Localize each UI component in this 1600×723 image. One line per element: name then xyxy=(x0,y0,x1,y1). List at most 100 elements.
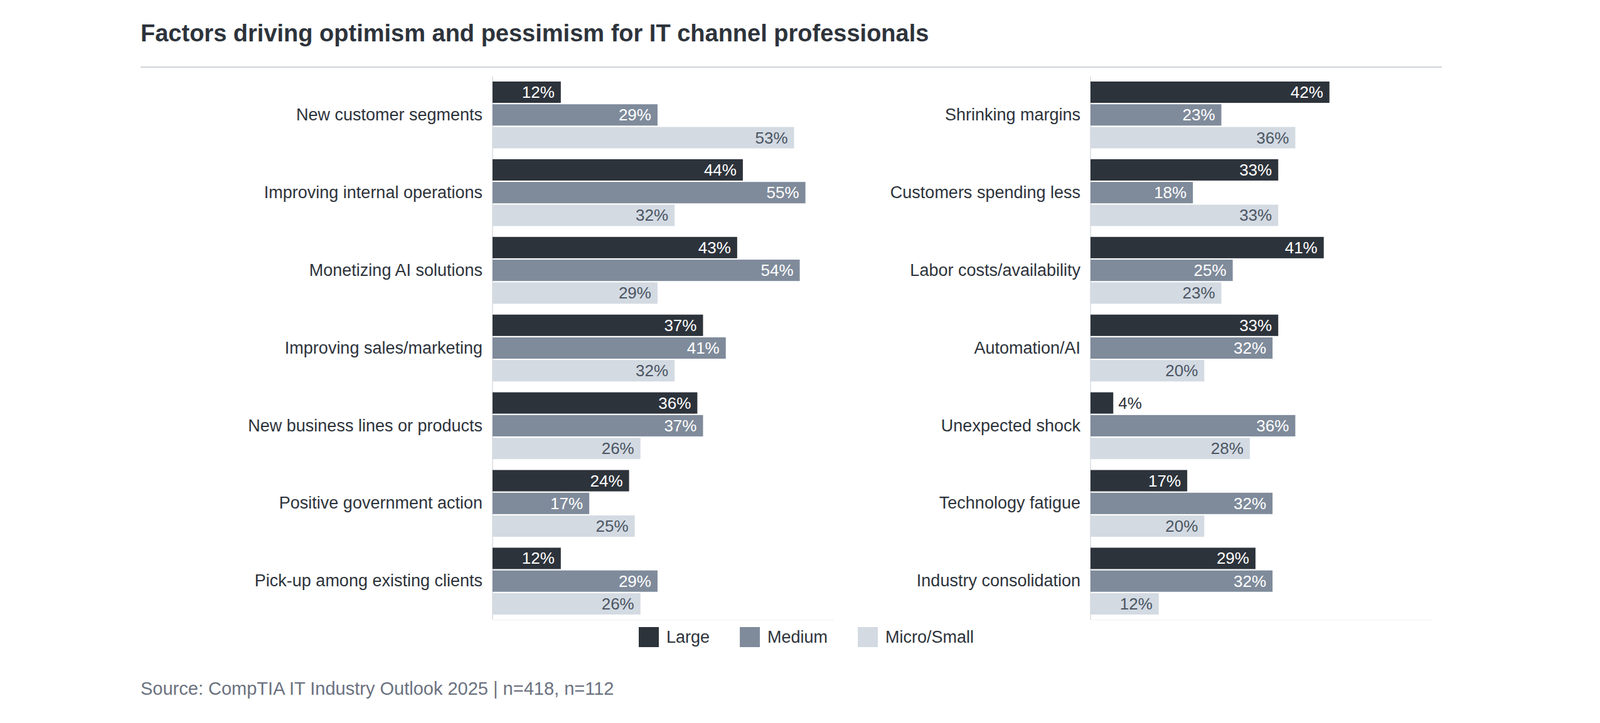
category-label: Industry consolidation xyxy=(916,571,1081,591)
data-label: 23% xyxy=(1182,105,1215,125)
bar xyxy=(492,515,635,538)
panel: Shrinking marginsCustomers spending less… xyxy=(890,76,1433,621)
data-label: 4% xyxy=(1118,394,1142,413)
data-label: 36% xyxy=(1256,128,1289,148)
y-tick: Industry consolidation xyxy=(916,571,1081,591)
data-label: 29% xyxy=(618,105,652,125)
bar xyxy=(492,181,806,204)
legend-swatch xyxy=(857,627,878,648)
data-label: 43% xyxy=(698,238,731,258)
bar xyxy=(1090,493,1273,515)
bar xyxy=(492,437,641,460)
y-axis: New customer segmentsImproving internal … xyxy=(247,76,493,620)
chart-root: Factors driving optimism and pessimism f… xyxy=(0,0,1600,723)
category-label: Pick-up among existing clients xyxy=(254,571,483,591)
data-label: 24% xyxy=(590,471,624,491)
data-label: 29% xyxy=(618,572,652,592)
data-label: 25% xyxy=(596,517,629,536)
y-tick: Positive government action xyxy=(279,493,483,513)
y-axis: Shrinking marginsCustomers spending less… xyxy=(890,76,1091,620)
data-labels: 12%44%43%37%36%24%12%29%55%54%41%37%17%2… xyxy=(522,82,800,614)
legend-swatch xyxy=(638,627,659,648)
bar xyxy=(492,104,658,126)
data-label: 26% xyxy=(601,439,635,459)
data-label: 36% xyxy=(658,394,691,413)
bar xyxy=(492,159,743,181)
category-label: New customer segments xyxy=(296,105,483,125)
bar xyxy=(492,493,590,515)
bar xyxy=(1090,337,1273,359)
category-label: Shrinking margins xyxy=(944,105,1081,125)
y-tick: Automation/AI xyxy=(973,338,1081,358)
category-label: Labor costs/availability xyxy=(909,261,1081,280)
bar xyxy=(1090,392,1114,415)
data-label: 32% xyxy=(1233,338,1267,358)
category-label: Automation/AI xyxy=(973,338,1081,358)
data-label: 32% xyxy=(1233,572,1267,592)
data-label: 12% xyxy=(522,82,555,102)
bar xyxy=(1090,181,1193,204)
data-label: 33% xyxy=(1239,160,1272,180)
data-label: 26% xyxy=(601,594,635,614)
x-axis-line xyxy=(493,619,835,621)
legend-label: Medium xyxy=(767,628,828,647)
source-note: Source: CompTIA IT Industry Outlook 2025… xyxy=(140,678,614,699)
data-label: 33% xyxy=(1239,316,1272,336)
data-label: 20% xyxy=(1165,517,1198,536)
bar xyxy=(1090,415,1296,437)
data-label: 44% xyxy=(704,160,737,180)
category-label: Positive government action xyxy=(279,493,483,513)
bar xyxy=(1090,259,1233,282)
y-tick: Improving sales/marketing xyxy=(284,338,483,358)
data-label: 42% xyxy=(1290,82,1324,102)
bar xyxy=(1090,159,1279,181)
bar xyxy=(492,470,630,492)
data-label: 17% xyxy=(550,494,583,514)
title-rule xyxy=(140,66,1442,68)
bars xyxy=(492,81,806,615)
y-tick: Monetizing AI solutions xyxy=(309,261,483,280)
bar xyxy=(492,81,561,103)
data-label: 55% xyxy=(766,183,800,203)
bar xyxy=(1090,547,1256,570)
y-tick: Technology fatigue xyxy=(939,493,1081,513)
y-tick: New customer segments xyxy=(296,105,483,125)
data-label: 28% xyxy=(1210,439,1244,459)
data-label: 32% xyxy=(635,361,669,381)
bars xyxy=(1090,81,1330,615)
panel: New customer segmentsImproving internal … xyxy=(247,76,834,621)
legend-swatch xyxy=(739,627,760,648)
bar xyxy=(492,126,795,149)
category-label: Monetizing AI solutions xyxy=(309,261,483,280)
data-label: 32% xyxy=(635,205,669,225)
data-label: 12% xyxy=(522,549,555,568)
data-label: 33% xyxy=(1239,205,1272,225)
bar xyxy=(492,259,800,282)
bar xyxy=(1090,593,1159,615)
x-axis-line xyxy=(1091,619,1433,621)
data-label: 41% xyxy=(687,338,720,358)
bar xyxy=(1090,237,1324,259)
chart-title: Factors driving optimism and pessimism f… xyxy=(140,20,929,47)
bar xyxy=(1090,515,1205,538)
y-tick: Shrinking margins xyxy=(944,105,1081,125)
bar xyxy=(492,237,738,259)
bar xyxy=(1090,470,1188,492)
data-label: 17% xyxy=(1148,471,1181,491)
data-label: 18% xyxy=(1153,183,1187,203)
data-label: 12% xyxy=(1120,594,1153,614)
data-labels: 42%33%41%33%4%17%29%23%18%25%32%36%32%32… xyxy=(1118,82,1324,614)
bar xyxy=(492,547,561,570)
bar xyxy=(1090,314,1279,337)
data-label: 53% xyxy=(754,128,788,148)
legend-label: Micro/Small xyxy=(885,628,974,647)
bar xyxy=(492,314,703,337)
data-label: 36% xyxy=(1256,416,1289,436)
category-label: Improving sales/marketing xyxy=(284,338,483,358)
data-label: 37% xyxy=(663,416,697,436)
legend: Large Medium Micro/Small xyxy=(638,627,974,648)
y-tick: Labor costs/availability xyxy=(909,261,1081,280)
legend-label: Large xyxy=(666,628,710,647)
bar xyxy=(492,415,703,437)
bar xyxy=(492,337,726,359)
